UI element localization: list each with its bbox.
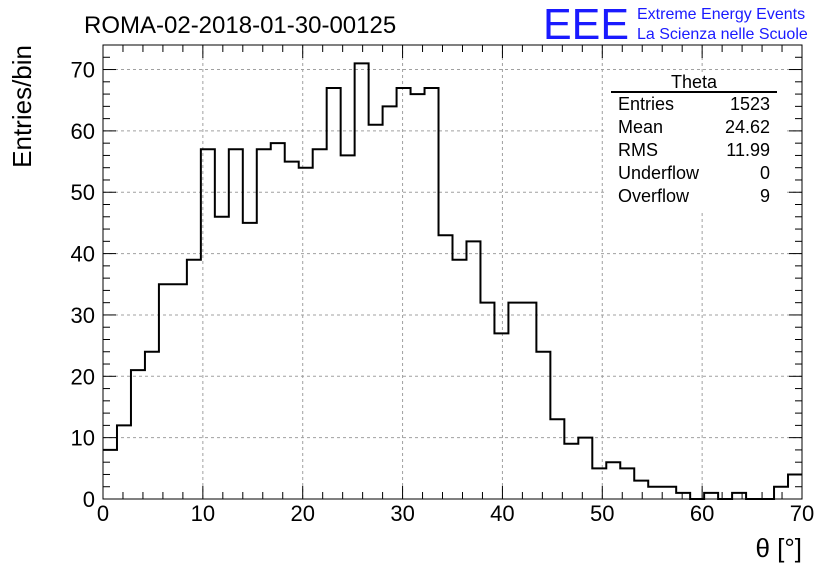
x-axis-label: θ [°] bbox=[755, 533, 802, 563]
histogram-series bbox=[103, 62, 802, 500]
stats-box-title: Theta bbox=[671, 72, 718, 92]
x-tick-label: 30 bbox=[390, 501, 414, 526]
x-tick-label: 50 bbox=[590, 501, 614, 526]
stats-row-label: Entries bbox=[618, 94, 674, 114]
stats-row-label: Underflow bbox=[618, 163, 700, 183]
plot-frame bbox=[102, 44, 803, 500]
y-axis-label: Entries/bin bbox=[7, 45, 37, 168]
logo-line-2: La Scienza nelle Scuole bbox=[637, 26, 808, 43]
stats-row-label: Overflow bbox=[618, 186, 690, 206]
x-tick-label: 40 bbox=[490, 501, 514, 526]
stats-box-background bbox=[604, 72, 786, 212]
stats-row-value: 1523 bbox=[730, 94, 770, 114]
stats-box: Theta Entries 1523 Mean 24.62 RMS 11.99 Underf… bbox=[604, 72, 786, 212]
x-tick-labels: 0 10 20 30 40 50 60 70 bbox=[97, 501, 814, 526]
x-tick-label: 20 bbox=[290, 501, 314, 526]
y-tick-label: 0 bbox=[83, 487, 95, 512]
eee-logo-mark: EEE bbox=[543, 0, 629, 49]
x-tick-label: 60 bbox=[690, 501, 714, 526]
x-tick-label: 10 bbox=[191, 501, 215, 526]
y-tick-label: 60 bbox=[71, 119, 95, 144]
x-tick-label: 0 bbox=[97, 501, 109, 526]
stats-row-label: RMS bbox=[618, 140, 658, 160]
y-tick-label: 50 bbox=[71, 180, 95, 205]
stats-row-value: 9 bbox=[760, 186, 770, 206]
axis-ticks bbox=[102, 44, 803, 500]
stats-row-value: 11.99 bbox=[726, 140, 770, 160]
logo-line-1: Extreme Energy Events bbox=[637, 6, 805, 23]
chart-title: ROMA-02-2018-01-30-00125 bbox=[84, 12, 396, 39]
y-tick-labels: 0 10 20 30 40 50 60 70 bbox=[71, 58, 95, 512]
stats-row-value: 0 bbox=[760, 163, 770, 183]
stats-row-value: 24.62 bbox=[725, 117, 770, 137]
y-tick-label: 30 bbox=[71, 303, 95, 328]
eee-logo: EEE Extreme Energy Events La Scienza nel… bbox=[543, 0, 808, 49]
y-tick-label: 70 bbox=[71, 58, 95, 83]
x-tick-label: 70 bbox=[790, 501, 814, 526]
stats-rows: Entries 1523 Mean 24.62 RMS 11.99 Underflow 0 Ov… bbox=[618, 94, 770, 206]
y-tick-label: 10 bbox=[71, 426, 95, 451]
y-tick-label: 40 bbox=[71, 242, 95, 267]
stats-row-label: Mean bbox=[618, 117, 663, 137]
y-tick-label: 20 bbox=[71, 364, 95, 389]
